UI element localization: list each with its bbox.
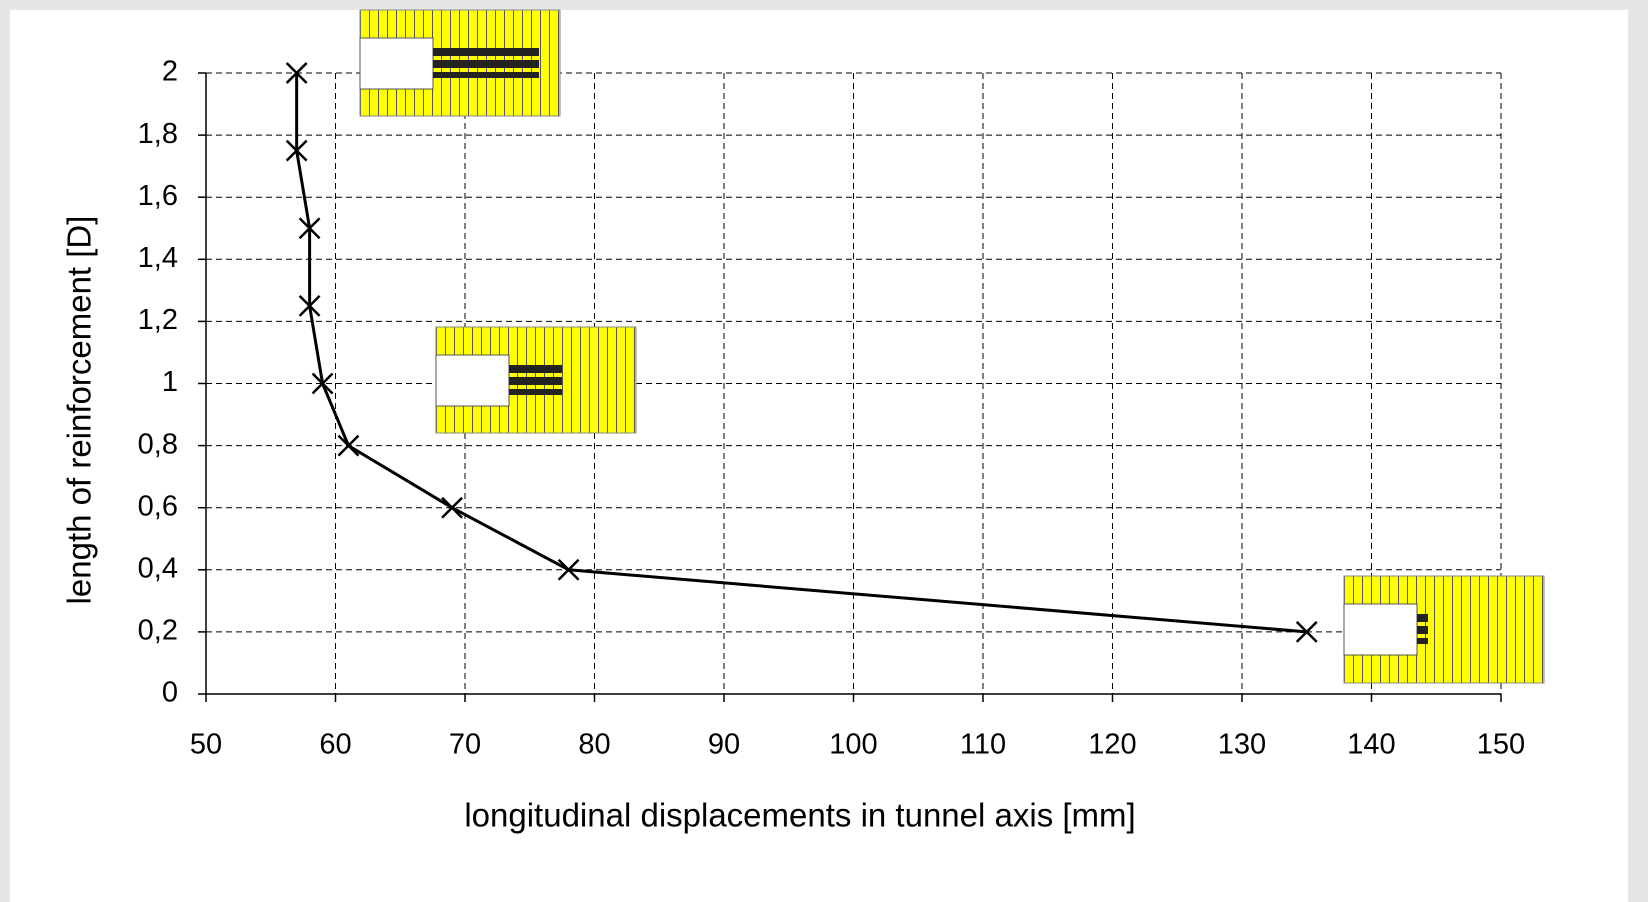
x-tick-label: 120 bbox=[1088, 729, 1136, 761]
x-tick-label: 100 bbox=[829, 729, 877, 761]
data-marker bbox=[337, 434, 360, 457]
data-marker bbox=[285, 62, 308, 84]
data-marker bbox=[298, 294, 321, 317]
y-tick-label: 1,4 bbox=[138, 242, 178, 274]
y-tick-label: 2 bbox=[162, 56, 178, 88]
y-tick-label: 0,6 bbox=[138, 490, 178, 522]
x-tick-label: 50 bbox=[190, 729, 222, 761]
insets bbox=[359, 9, 1545, 684]
y-tick-label: 1,8 bbox=[138, 118, 178, 150]
y-tick-label: 0,4 bbox=[138, 552, 178, 584]
data-marker bbox=[298, 217, 321, 240]
y-tick-label: 0,2 bbox=[138, 615, 178, 647]
x-tick-label: 150 bbox=[1477, 729, 1525, 761]
y-tick-label: 1,2 bbox=[138, 304, 178, 336]
x-tick-label: 60 bbox=[319, 729, 351, 761]
data-marker bbox=[557, 558, 580, 581]
inset-2d bbox=[359, 9, 561, 117]
y-tick-label: 0 bbox=[162, 677, 178, 709]
x-tick-label: 130 bbox=[1218, 729, 1266, 761]
data-marker bbox=[1295, 621, 1318, 643]
x-tick-label: 80 bbox=[578, 729, 610, 761]
data-marker bbox=[441, 496, 463, 519]
x-axis-title: longitudinal displacements in tunnel axi… bbox=[464, 797, 1135, 834]
plot-background bbox=[10, 10, 1628, 902]
data-marker bbox=[285, 139, 308, 162]
y-tick-label: 1 bbox=[162, 366, 178, 398]
x-tick-label: 140 bbox=[1347, 729, 1395, 761]
x-tick-label: 70 bbox=[449, 729, 481, 761]
inset-1d bbox=[435, 326, 637, 434]
x-tick-label: 110 bbox=[960, 729, 1006, 761]
y-tick-label: 0,8 bbox=[138, 428, 178, 460]
inset-02d bbox=[1343, 575, 1545, 684]
y-axis-title: length of reinforcement [D] bbox=[61, 216, 98, 605]
x-tick-label: 90 bbox=[708, 729, 740, 761]
data-marker bbox=[311, 372, 334, 395]
y-tick-label: 1,6 bbox=[138, 180, 178, 212]
